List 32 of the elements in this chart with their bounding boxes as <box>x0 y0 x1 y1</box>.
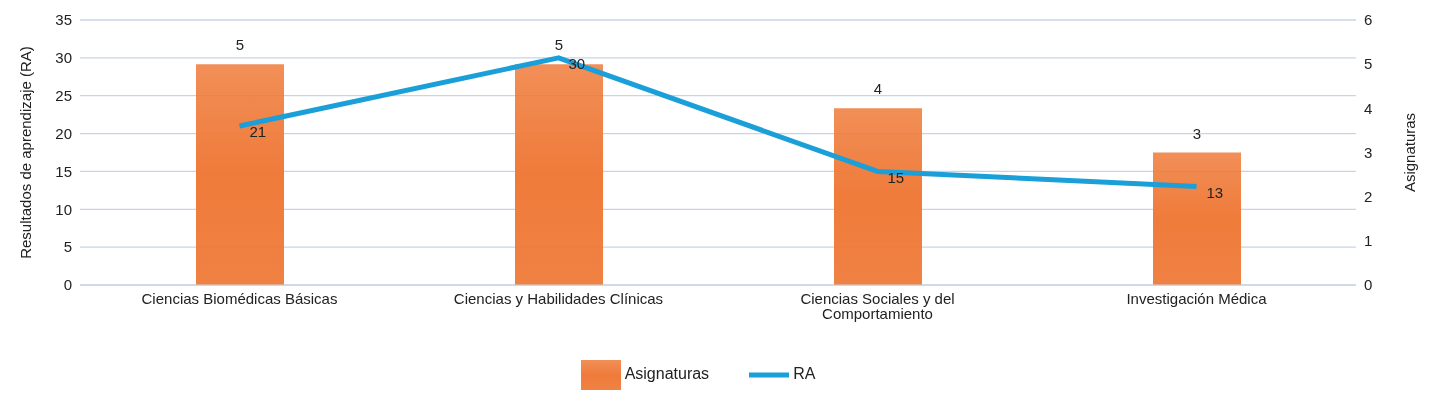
x-tick-label: Ciencias Sociales y del Comportamiento <box>800 289 955 322</box>
y2-tick-label: 6 <box>1364 11 1373 29</box>
bar <box>834 108 922 285</box>
bar <box>1153 152 1241 285</box>
y2-axis-title: Asignaturas <box>1401 112 1419 193</box>
y2-tick-label: 4 <box>1364 99 1373 117</box>
y-tick-label: 5 <box>63 238 72 256</box>
y-tick-label: 10 <box>55 200 72 218</box>
y-tick-label: 15 <box>55 162 72 180</box>
y2-tick-label: 2 <box>1364 187 1373 205</box>
data-label: 21 <box>249 123 267 141</box>
data-label: 5 <box>235 36 245 54</box>
legend-label: Asignaturas <box>624 365 710 383</box>
y-tick-label: 0 <box>63 276 72 294</box>
bar <box>196 64 284 285</box>
y2-tick-label: 3 <box>1364 143 1373 161</box>
data-label: 13 <box>1206 183 1224 201</box>
y-tick-label: 35 <box>55 11 72 29</box>
y-tick-label: 30 <box>55 49 72 67</box>
data-label: 3 <box>1192 124 1202 142</box>
x-tick-label: Ciencias y Habilidades Clínicas <box>453 289 664 307</box>
y2-tick-label: 0 <box>1364 276 1373 294</box>
legend-label: RA <box>793 365 816 383</box>
x-tick-label: Investigación Médica <box>1126 289 1268 307</box>
y-axis-title: Resultados de aprendizaje (RA) <box>17 46 35 259</box>
y-tick-label: 25 <box>55 87 72 105</box>
y2-tick-label: 1 <box>1364 232 1373 250</box>
data-label: 5 <box>554 36 564 54</box>
x-tick-label: Ciencias Biomédicas Básicas <box>141 289 338 307</box>
y-tick-label: 20 <box>55 124 72 142</box>
y2-tick-label: 5 <box>1364 55 1373 73</box>
data-label: 4 <box>873 80 883 98</box>
